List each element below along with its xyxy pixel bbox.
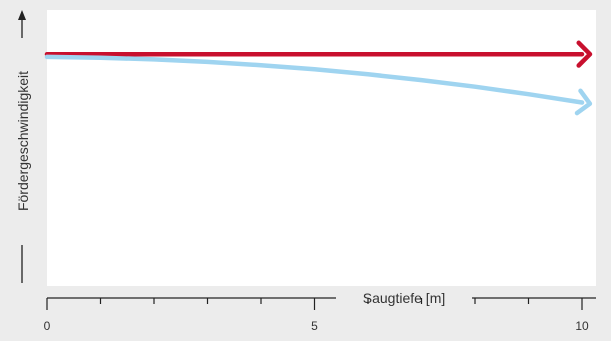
x-ticks: 0 5 10: [44, 298, 589, 333]
plot-area: [47, 10, 596, 286]
x-tick-label-5: 5: [311, 319, 318, 333]
x-tick-label-0: 0: [44, 319, 51, 333]
series-arrowhead-1: [576, 40, 593, 68]
series-line-2: [44, 54, 585, 105]
series-layer: [44, 40, 593, 116]
x-tick-label-10: 10: [575, 319, 589, 333]
series-arrowhead-2: [574, 88, 593, 116]
y-axis-arrow-icon: [18, 10, 26, 20]
x-axis: Saugtiefe [m] 0 5 10: [44, 290, 596, 333]
y-axis: Fördergeschwindigkeit: [15, 10, 31, 283]
y-axis-label: Fördergeschwindigkeit: [15, 71, 31, 211]
x-axis-label: Saugtiefe [m]: [363, 290, 446, 306]
